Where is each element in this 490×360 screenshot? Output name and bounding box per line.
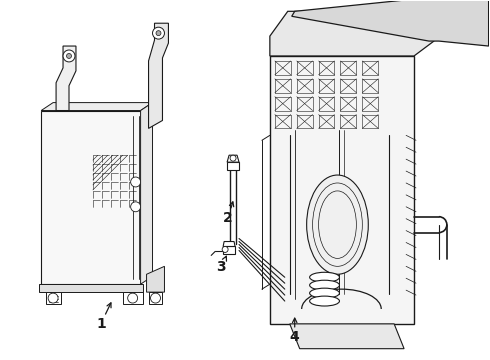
Polygon shape (148, 23, 169, 129)
Polygon shape (223, 242, 235, 247)
Polygon shape (148, 292, 163, 304)
Polygon shape (227, 155, 239, 162)
Polygon shape (56, 46, 76, 111)
Polygon shape (39, 284, 143, 292)
Text: 1: 1 (96, 303, 111, 331)
Ellipse shape (310, 288, 340, 298)
Ellipse shape (310, 272, 340, 282)
Circle shape (131, 177, 141, 187)
Text: 2: 2 (223, 202, 234, 225)
Circle shape (131, 202, 141, 212)
Circle shape (67, 54, 72, 58)
Circle shape (150, 293, 161, 303)
Text: 3: 3 (216, 256, 226, 274)
Circle shape (222, 247, 228, 252)
Polygon shape (223, 247, 235, 255)
Polygon shape (227, 162, 239, 170)
Text: 4: 4 (290, 318, 299, 344)
Polygon shape (41, 111, 141, 284)
Polygon shape (46, 292, 61, 304)
Polygon shape (122, 292, 143, 304)
Polygon shape (147, 266, 165, 292)
Ellipse shape (307, 175, 368, 274)
Polygon shape (270, 11, 434, 56)
Polygon shape (292, 0, 489, 46)
Circle shape (156, 31, 161, 36)
Polygon shape (270, 56, 414, 324)
Polygon shape (41, 103, 152, 111)
Circle shape (152, 27, 165, 39)
Circle shape (48, 293, 58, 303)
Polygon shape (290, 324, 404, 349)
Circle shape (230, 155, 236, 161)
Circle shape (128, 293, 138, 303)
Ellipse shape (310, 280, 340, 290)
Ellipse shape (310, 296, 340, 306)
Circle shape (63, 50, 75, 62)
Polygon shape (141, 103, 152, 284)
